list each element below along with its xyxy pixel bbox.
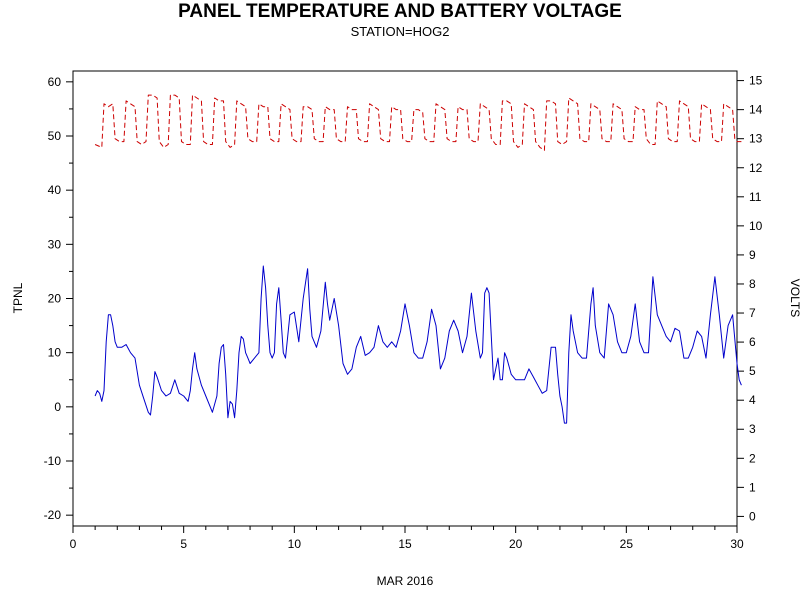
x-axis-label: MAR 2016 [377,574,434,588]
y-right-tick-label: 4 [749,393,756,407]
y-left-tick-label: 50 [48,129,62,143]
x-tick-label: 0 [70,537,77,551]
y-left-tick-label: 30 [48,237,62,251]
x-axis: 0 5 10 15 20 25 30 [70,526,744,551]
x-tick-label: 15 [398,537,412,551]
y-right-tick-label: 15 [749,74,763,88]
battery-voltage-line [94,94,742,151]
x-tick-label: 5 [180,537,187,551]
y-left-tick-label: -10 [44,454,62,468]
y-right-tick-label: 12 [749,161,763,175]
y-right-tick-label: 5 [749,364,756,378]
series-layer [94,94,742,424]
panel-temperature-line [94,265,742,424]
plot-frame [72,70,738,527]
y-axis-right-label: VOLTS [788,279,800,317]
y-right-tick-label: 13 [749,132,763,146]
y-left-tick-label: 40 [48,183,62,197]
x-tick-label: 25 [620,537,634,551]
chart-subtitle: STATION=HOG2 [351,24,450,39]
y-right-tick-label: 9 [749,248,756,262]
y-right-tick-label: 10 [749,219,763,233]
x-tick-label: 20 [509,537,523,551]
y-right-tick-label: 2 [749,451,756,465]
y-right-tick-label: 11 [749,190,762,204]
y-right-tick-label: 7 [749,306,756,320]
y-axis-left: -20 -10 0 10 20 30 40 50 60 [44,75,73,522]
x-tick-label: 10 [288,537,302,551]
y-right-tick-label: 0 [749,509,756,523]
y-right-tick-label: 6 [749,335,756,349]
y-left-tick-label: -20 [44,508,62,522]
y-right-tick-label: 1 [749,480,756,494]
y-right-tick-label: 3 [749,422,756,436]
y-right-tick-label: 14 [749,103,763,117]
y-left-tick-label: 0 [54,400,61,414]
x-tick-label: 30 [730,537,744,551]
chart-title: PANEL TEMPERATURE AND BATTERY VOLTAGE [178,1,622,22]
y-left-tick-label: 20 [48,292,62,306]
y-right-tick-label: 8 [749,277,756,291]
y-left-tick-label: 10 [48,346,62,360]
y-left-tick-label: 60 [48,75,62,89]
y-axis-left-label: TPNL [11,282,25,313]
